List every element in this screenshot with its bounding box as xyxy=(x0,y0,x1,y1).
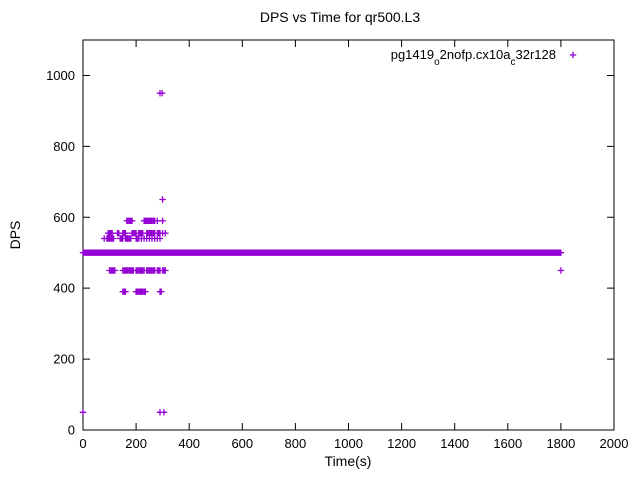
y-tick-label: 1000 xyxy=(46,68,75,83)
x-tick-label: 200 xyxy=(125,436,147,451)
y-tick-label: 400 xyxy=(53,281,75,296)
axis-ticks xyxy=(82,40,615,431)
y-tick-label: 0 xyxy=(68,423,75,438)
y-tick-label: 800 xyxy=(53,139,75,154)
y-axis-label: DPS xyxy=(7,221,23,250)
x-tick-label: 0 xyxy=(79,436,86,451)
legend-plus-marker-icon xyxy=(569,51,577,59)
x-tick-label: 400 xyxy=(178,436,200,451)
legend-label: pg1419o2nofp.cx10ac32r128 xyxy=(391,47,556,68)
series-plus-markers xyxy=(79,90,565,416)
chart-title: DPS vs Time for qr500.L3 xyxy=(260,9,421,25)
x-tick-label: 1600 xyxy=(493,436,522,451)
x-tick-label: 1200 xyxy=(387,436,416,451)
axis-tick-labels: 0 200 400 600 800 1000 1200 1400 1600 1800 2000 0 20… xyxy=(46,68,628,451)
y-tick-label: 200 xyxy=(53,352,75,367)
x-axis-label: Time(s) xyxy=(325,453,372,469)
x-tick-label: 2000 xyxy=(600,436,629,451)
data-series xyxy=(79,90,565,416)
x-tick-label: 1800 xyxy=(546,436,575,451)
x-tick-label: 1400 xyxy=(440,436,469,451)
x-tick-label: 600 xyxy=(231,436,253,451)
x-tick-label: 1000 xyxy=(334,436,363,451)
x-tick-label: 800 xyxy=(285,436,307,451)
legend: pg1419o2nofp.cx10ac32r128 xyxy=(391,47,577,68)
y-tick-label: 600 xyxy=(53,210,75,225)
